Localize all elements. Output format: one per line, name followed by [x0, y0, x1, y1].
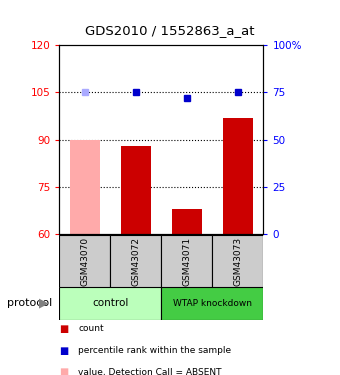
Bar	[59, 235, 110, 287]
Text: value, Detection Call = ABSENT: value, Detection Call = ABSENT	[78, 368, 222, 375]
Text: ▶: ▶	[39, 297, 49, 310]
Text: GSM43071: GSM43071	[183, 237, 191, 286]
Text: GDS2010 / 1552863_a_at: GDS2010 / 1552863_a_at	[85, 24, 255, 38]
Bar	[110, 235, 162, 287]
Bar	[223, 118, 253, 234]
Text: ■: ■	[59, 346, 69, 355]
Text: protocol: protocol	[7, 298, 52, 308]
Text: percentile rank within the sample: percentile rank within the sample	[78, 346, 231, 355]
Bar	[121, 146, 151, 234]
Bar	[172, 209, 202, 234]
Text: GSM43072: GSM43072	[132, 237, 140, 285]
Text: GSM43073: GSM43073	[234, 237, 242, 286]
Bar	[59, 287, 162, 320]
Text: control: control	[92, 298, 129, 308]
Bar	[162, 287, 264, 320]
Text: GSM43070: GSM43070	[81, 237, 89, 286]
Text: WTAP knockdown: WTAP knockdown	[173, 298, 252, 307]
Text: ■: ■	[59, 324, 69, 334]
Bar	[70, 140, 100, 234]
Bar	[212, 235, 264, 287]
Text: ■: ■	[59, 368, 69, 375]
Text: count: count	[78, 324, 104, 333]
Bar	[162, 235, 212, 287]
